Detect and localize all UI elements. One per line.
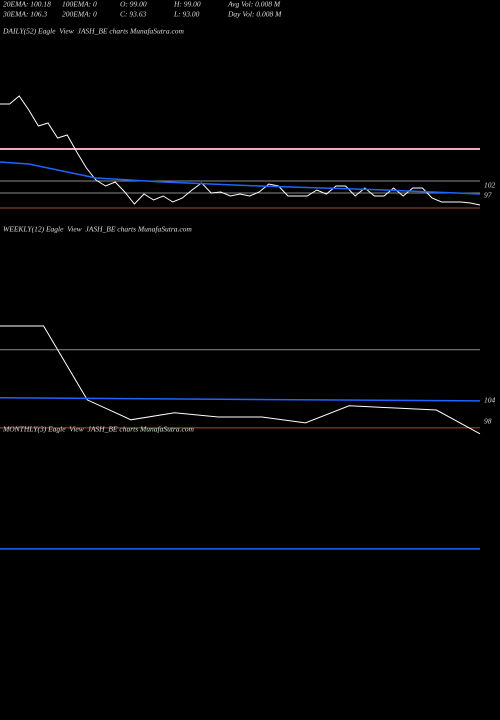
y-tick-label: 104 [484, 396, 496, 405]
header-stat: Day Vol: 0.008 M [227, 10, 282, 19]
ema-line [0, 397, 481, 402]
header-stat: H: 99.00 [173, 0, 201, 9]
header-stat: 200EMA: 0 [62, 10, 97, 19]
header-stat: O: 99.00 [120, 0, 147, 9]
y-tick-label: 97 [484, 191, 492, 200]
header-stat: Avg Vol: 0.008 M [227, 0, 281, 9]
y-tick-label: 102 [484, 181, 496, 190]
panel-title: MONTHLY(3) Eagle View JASH_BE charts Mun… [2, 425, 195, 434]
price-line [0, 325, 481, 435]
ema-line [0, 161, 481, 195]
price-line [0, 95, 481, 206]
panel-title: DAILY(52) Eagle View JASH_BE charts Muna… [2, 27, 185, 36]
header-stat: C: 93.63 [120, 10, 147, 19]
header-stat: 30EMA: 106.3 [2, 10, 47, 19]
y-tick-label: 98 [484, 417, 492, 426]
panel-title: WEEKLY(12) Eagle View JASH_BE charts Mun… [3, 225, 192, 234]
header-stat: L: 93.00 [173, 10, 200, 19]
header-stat: 20EMA: 100.18 [3, 0, 51, 9]
header-stat: 100EMA: 0 [62, 0, 97, 9]
